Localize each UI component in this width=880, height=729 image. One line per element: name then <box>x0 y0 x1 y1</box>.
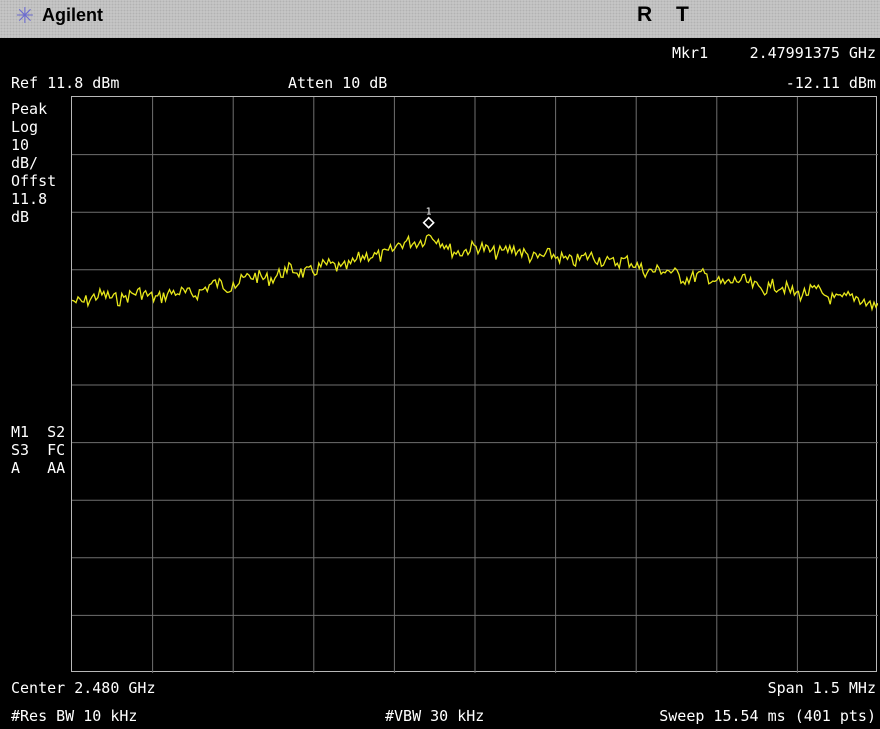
span: Span 1.5 MHz <box>767 679 876 697</box>
resolution-bandwidth: #Res BW 10 kHz <box>11 707 138 725</box>
marker-number-label: 1 <box>426 207 432 218</box>
brand-name: Agilent <box>42 5 103 25</box>
offset-value: 11.8 <box>11 190 48 208</box>
video-bandwidth: #VBW 30 kHz <box>385 707 485 725</box>
status-trigger-indicator: T <box>676 3 689 26</box>
agilent-spark-icon: ✳ <box>15 4 35 29</box>
title-bar: ✳ Agilent R T <box>0 0 880 38</box>
center-frequency: Center 2.480 GHz <box>11 679 156 697</box>
reference-level: Ref 11.8 dBm <box>11 74 120 92</box>
marker-diamond-icon[interactable] <box>422 216 435 229</box>
sweep-time: Sweep 15.54 ms (401 pts) <box>659 707 876 725</box>
status-remote-indicator: R <box>637 3 653 26</box>
scale-info: Peak Log 10 dB/ Offst 11.8 dB <box>11 100 56 226</box>
attenuation: Atten 10 dB <box>288 74 388 92</box>
scale-value: 10 <box>11 136 30 154</box>
marker-amplitude: -12.11 dBm <box>785 74 876 92</box>
flag-line-3: A AA <box>11 459 66 477</box>
flag-line-1: M1 S2 <box>11 423 66 441</box>
marker-frequency: 2.47991375 GHz <box>749 44 876 62</box>
detector-mode: Peak <box>11 100 48 118</box>
flag-line-2: S3 FC <box>11 441 66 459</box>
spectrum-plot: 1 <box>72 97 878 673</box>
scale-type: Log <box>11 118 39 136</box>
offset-unit: dB <box>11 208 30 226</box>
offset-label: Offst <box>11 172 57 190</box>
plot-area: 1 <box>71 96 878 673</box>
trace-flags: M1 S2 S3 FC A AA <box>11 423 65 477</box>
marker-label: Mkr1 <box>672 44 709 62</box>
scale-unit: dB/ <box>11 154 39 172</box>
spectrum-trace <box>72 233 878 312</box>
